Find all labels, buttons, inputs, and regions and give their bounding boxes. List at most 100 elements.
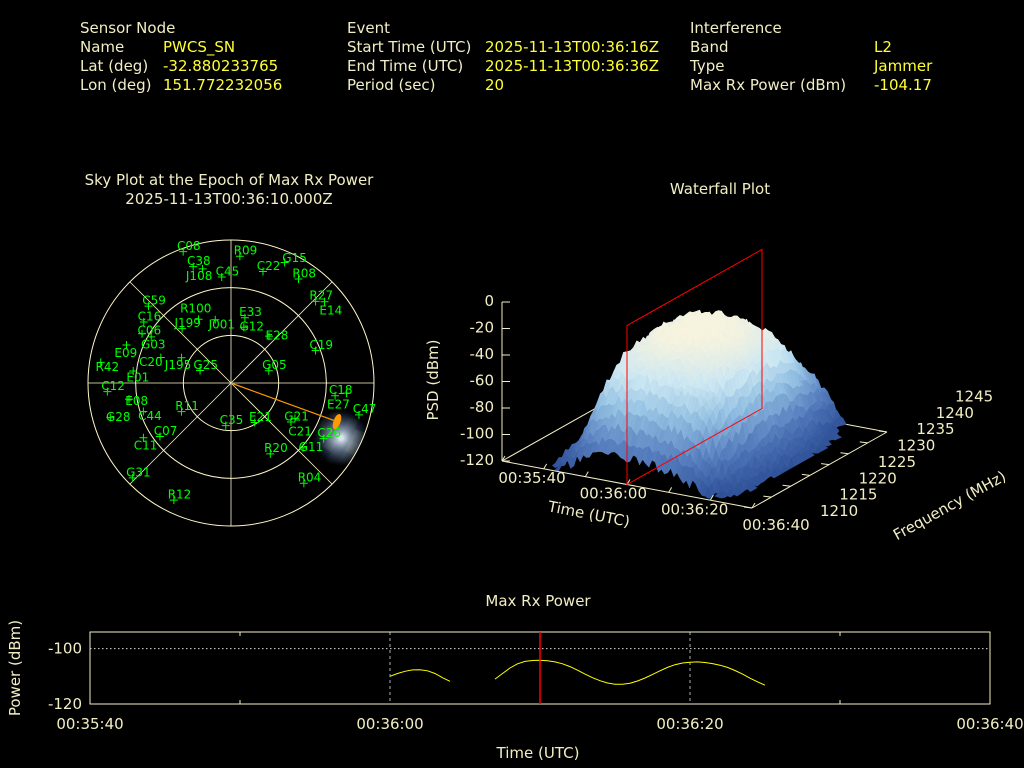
satellite-marker (178, 324, 187, 333)
frequency-tick-label: 1215 (839, 486, 877, 504)
satellite-R11: R11 (175, 399, 199, 416)
frequency-tick (840, 452, 849, 455)
satellite-marker (103, 387, 112, 396)
satellite-label: C19 (309, 338, 333, 352)
time-tick (668, 487, 673, 493)
satellite-marker (122, 340, 131, 349)
satellite-E08: E08 (124, 394, 148, 408)
satellite-marker (169, 496, 178, 505)
satellite-marker (354, 410, 363, 419)
satellite-marker (311, 346, 320, 355)
satellite-label: E14 (319, 304, 342, 318)
satellite-label: G21 (284, 409, 309, 423)
end-time-label: End Time (UTC) (347, 57, 464, 75)
z-tick-label: -100 (460, 425, 494, 443)
satellite-label: C45 (216, 264, 240, 278)
satellite-marker (156, 353, 165, 362)
satellite-J195: J195 (164, 353, 191, 372)
power-curve-segment-1 (389, 669, 451, 682)
satellite-marker (258, 267, 267, 276)
surface-cell (831, 431, 839, 441)
satellite-R20: R20 (264, 441, 288, 458)
satellite-label: G15 (282, 251, 307, 265)
satellite-C12: C12 (101, 379, 125, 396)
power-x-tick-label: 00:36:00 (356, 715, 423, 733)
satellite-C19: C19 (309, 338, 333, 355)
satellite-E14: E14 (319, 297, 342, 318)
satellite-label: C38 (187, 254, 211, 268)
period-value: 20 (485, 76, 505, 94)
satellite-marker (319, 434, 328, 443)
satellite-label: R04 (298, 471, 322, 485)
satellite-C11: C11 (134, 433, 158, 453)
z-tick-label: -40 (470, 345, 495, 363)
band-label: Band (690, 38, 729, 56)
jammer-marker (332, 413, 342, 430)
power-x-tick-label: 00:35:40 (56, 715, 123, 733)
frequency-tick (801, 473, 810, 476)
satellite-marker (294, 275, 303, 284)
satellite-J199: J199 (174, 316, 201, 333)
satellite-label: E01 (126, 371, 149, 385)
surface-cell (717, 491, 725, 499)
satellite-label: C35 (220, 413, 244, 427)
event-title: Event (347, 19, 390, 37)
satellite-label: C08 (177, 239, 201, 253)
satellite-label: E09 (114, 346, 137, 360)
satellite-R42: R42 (96, 358, 120, 374)
satellite-R12: R12 (168, 487, 191, 505)
satellite-marker (147, 332, 156, 341)
satellite-marker (139, 433, 148, 442)
satellite-C45: C45 (216, 264, 240, 281)
satellite-R100: R100 (180, 302, 211, 324)
satellite-C44: C44 (138, 407, 162, 423)
frequency-tick-label: 1235 (916, 420, 954, 438)
z-tick-label: -20 (470, 319, 495, 337)
satellite-marker (106, 413, 115, 422)
time-tick (584, 471, 589, 477)
satellite-R04: R04 (298, 471, 322, 488)
satellite-marker (331, 391, 340, 400)
satellite-E27: E27 (327, 389, 351, 412)
satellite-G12: G12 (240, 320, 265, 334)
satellite-marker (177, 407, 186, 416)
satellite-label: G11 (299, 440, 324, 454)
satellite-G15: G15 (280, 251, 307, 267)
satellite-label: C11 (134, 439, 158, 453)
start-time-value: 2025-11-13T00:36:16Z (485, 38, 659, 56)
satellite-marker (194, 315, 203, 324)
satellite-C21: C21 (288, 414, 312, 439)
frequency-tick-label: 1225 (878, 453, 916, 471)
power-x-tick-label: 00:36:40 (956, 715, 1023, 733)
satellite-marker (189, 262, 198, 271)
satellite-label: C59 (142, 293, 166, 307)
frequency-tick-label: 1240 (936, 404, 974, 422)
satellite-label: G31 (126, 465, 151, 479)
satellite-R09: R09 (234, 244, 257, 261)
satellite-marker (250, 418, 259, 427)
lon-label: Lon (deg) (80, 76, 152, 94)
time-tick-label: 00:36:00 (580, 485, 647, 503)
max-rx-power-plot: Power (dBm) Time (UTC) -100 -120 00:35:40 0… (6, 620, 1024, 762)
z-tick-label: -60 (470, 372, 495, 390)
z-tick-label: 0 (484, 292, 494, 310)
satellite-marker (280, 258, 289, 267)
name-value: PWCS_SN (163, 38, 236, 56)
satellite-label: G25 (193, 358, 218, 372)
satellite-G03: G03 (141, 332, 166, 352)
satellite-label: C22 (257, 259, 281, 273)
satellite-label: G03 (141, 338, 166, 352)
satellite-marker (266, 449, 275, 458)
sensor-node-title: Sensor Node (80, 19, 176, 37)
satellite-label: R27 (309, 289, 333, 303)
lat-value: -32.880233765 (163, 57, 279, 75)
satellite-marker (239, 323, 248, 332)
satellite-E21: E21 (249, 410, 272, 427)
satellite-label: G28 (106, 410, 131, 424)
satellite-label: R42 (96, 360, 120, 374)
frequency-tick-label: 1220 (859, 469, 897, 487)
satellite-marker (211, 315, 220, 324)
satellite-label: C16 (138, 309, 162, 323)
satellite-label: R08 (292, 266, 316, 280)
